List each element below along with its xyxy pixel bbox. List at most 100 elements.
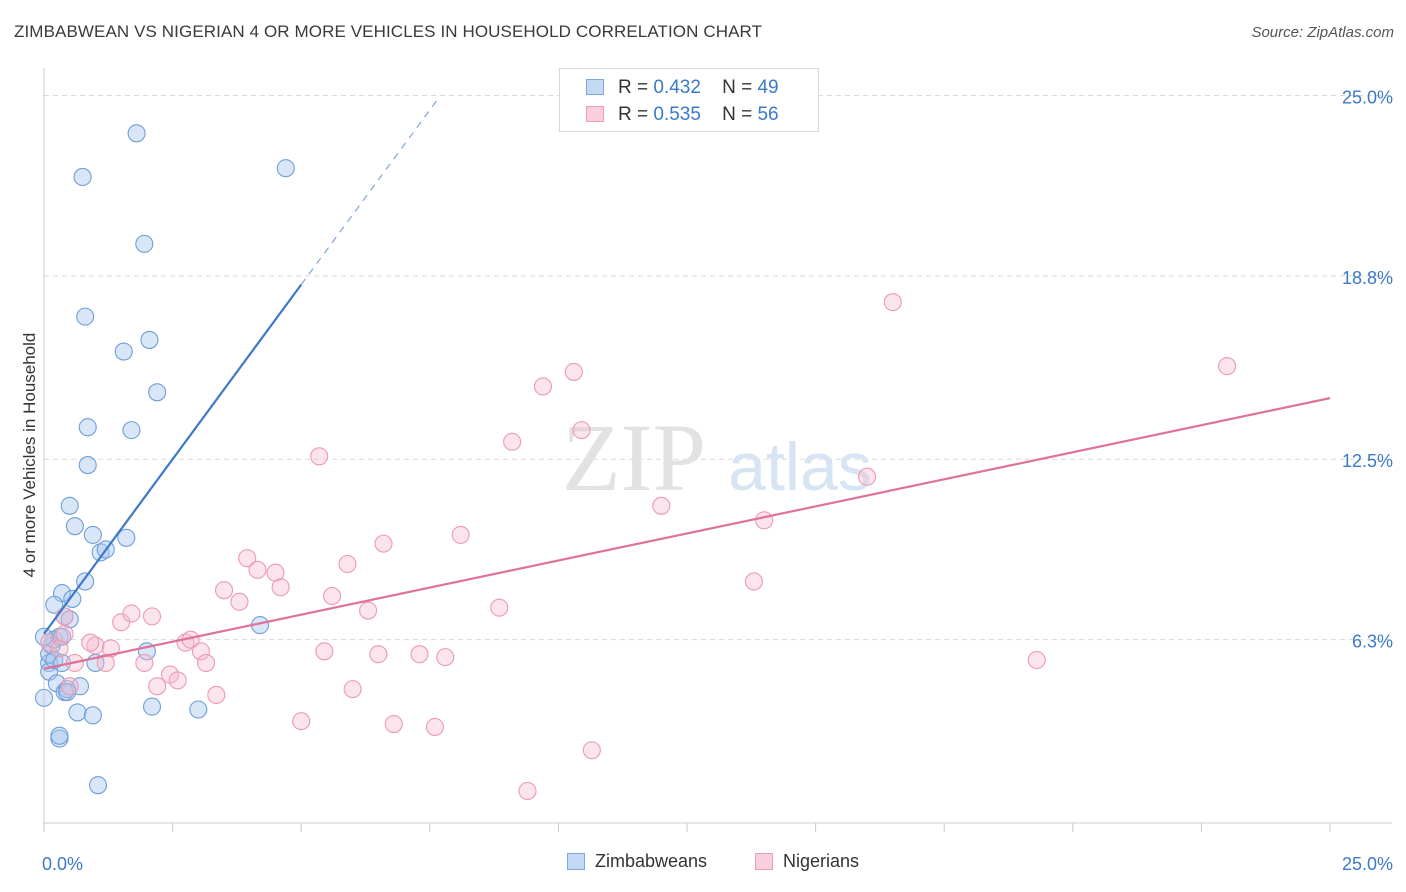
legend-n-value-zimbabwean: 49 (757, 77, 779, 98)
nigerian-point (315, 642, 334, 661)
nigerian-point (207, 685, 226, 705)
nigerian-point (1218, 357, 1237, 376)
nigerian-point (168, 671, 187, 690)
nigerian-point (857, 467, 877, 486)
nigerian-point (60, 677, 79, 696)
nigerian-point (369, 645, 388, 664)
zimbabwean-point (88, 776, 108, 795)
zimbabwean-point (34, 627, 54, 646)
nigerian-point (410, 645, 429, 664)
nigerian-point (518, 781, 537, 801)
nigerian-point (338, 554, 357, 574)
legend-r-value-nigerian: 0.535 (653, 104, 701, 125)
nigerian-point (533, 377, 553, 396)
nigerian-point (310, 447, 329, 466)
legend-swatch-nigerian (586, 106, 604, 122)
zimbabwean-point (73, 167, 92, 186)
y-tick-label: 25.0% (1342, 87, 1393, 107)
nigerian-point (196, 653, 216, 672)
zimbabwean-point (60, 496, 79, 515)
zimbabwean-point (63, 589, 82, 608)
zimbabwean-point (45, 595, 64, 614)
chart-title: ZIMBABWEAN VS NIGERIAN 4 OR MORE VEHICLE… (14, 22, 763, 41)
nigerian-point (55, 607, 74, 626)
nigerian-point (564, 362, 583, 381)
nigerian-point (101, 639, 120, 658)
zimbabwean-point (117, 528, 136, 547)
zimbabwean-point (140, 330, 159, 349)
axes (43, 68, 1392, 832)
source-label: Source: ZipAtlas.com (1251, 24, 1394, 41)
nigerian-point (50, 639, 69, 658)
nigerian-point (582, 741, 601, 760)
nigerian-point (425, 717, 444, 737)
nigerian-point (883, 293, 902, 312)
zimbabwean-point (68, 703, 87, 722)
x-tick-label: 0.0% (42, 854, 83, 874)
legend-n-value-nigerian: 56 (757, 104, 779, 125)
nigerian-point (191, 642, 210, 661)
nigerian-point (292, 712, 311, 731)
nigerian-point (148, 677, 167, 696)
legend-swatch-zimbabwean (586, 79, 604, 95)
watermark-atlas: atlas (728, 429, 872, 505)
zimbabwean-trend-extension (300, 95, 441, 285)
nigerian-point (86, 636, 105, 655)
y-axis-label: 4 or more Vehicles in Household (20, 332, 39, 578)
nigerian-point (81, 633, 100, 652)
nigerian-point (451, 525, 470, 544)
nigerian-point (1027, 650, 1046, 670)
legend-r-label: R = (618, 77, 649, 98)
zimbabwean-point (34, 688, 54, 707)
nigerian-point (230, 592, 249, 611)
nigerian-point (266, 563, 285, 582)
nigerian-point (652, 496, 671, 515)
zimbabwean-point (83, 706, 102, 725)
zimbabwean-point (148, 383, 167, 402)
zimbabwean-point (78, 456, 97, 475)
nigerian-point (374, 534, 393, 553)
nigerian-point (436, 648, 455, 667)
trend-lines (43, 95, 1331, 670)
zimbabwean-point (276, 159, 295, 178)
zimbabwean-point (189, 700, 208, 719)
nigerian-point (755, 511, 774, 530)
nigerian-point (142, 607, 162, 626)
legend-n-label: N = (722, 77, 753, 98)
nigerian-point (744, 572, 763, 591)
y-tick-label: 12.5% (1342, 451, 1393, 471)
legend-r-label: R = (618, 104, 649, 125)
y-tick-label: 18.8% (1342, 268, 1393, 288)
nigerian-point (122, 604, 141, 623)
legend-label-zimbabweans: Zimbabweans (595, 851, 708, 871)
zimbabwean-point (76, 572, 95, 591)
nigerian-point (572, 421, 591, 440)
x-tick-label: 25.0% (1342, 854, 1393, 874)
legend-item-zimbabweans[interactable]: Zimbabweans (567, 851, 707, 872)
legend-item-nigerians[interactable]: Nigerians (755, 851, 859, 872)
y-tick-label: 6.3% (1352, 632, 1393, 652)
nigerian-points (40, 293, 1237, 801)
series-legend: Zimbabweans Nigerians (0, 851, 1406, 877)
zimbabwean-point (76, 307, 95, 326)
zimbabwean-point (135, 234, 154, 253)
zimbabwean-point (114, 342, 133, 361)
nigerian-point (238, 549, 257, 568)
nigerian-point (40, 633, 59, 652)
legend-swatch-zimbabweans (567, 853, 585, 870)
nigerian-point (248, 560, 267, 579)
zimbabwean-point (50, 726, 69, 745)
nigerian-point (343, 680, 362, 699)
zimbabwean-point (65, 517, 84, 536)
watermark: ZIP atlas (562, 404, 872, 511)
watermark-zip: ZIP (562, 404, 706, 511)
zimbabwean-point (83, 525, 102, 544)
zimbabwean-point (78, 418, 97, 437)
nigerian-point (214, 581, 234, 600)
nigerian-point (503, 432, 522, 451)
nigerian-point (135, 653, 154, 672)
legend-row-zimbabwean: R = 0.432 N = 49 (586, 77, 779, 99)
legend-row-nigerian: R = 0.535 N = 56 (586, 104, 779, 126)
nigerian-point (490, 598, 509, 617)
